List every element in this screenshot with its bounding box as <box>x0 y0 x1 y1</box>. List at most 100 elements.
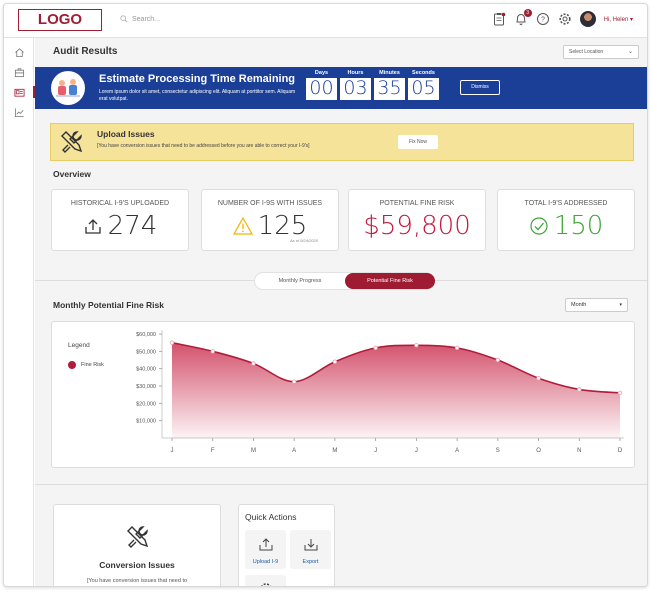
y-tick-label: $20,000 <box>136 401 156 407</box>
countdown-days: Days 00 <box>306 70 337 100</box>
countdown-minutes: Minutes 35 <box>374 70 405 100</box>
stat-label: POTENTIAL FINE RISK <box>379 200 455 207</box>
app-window: LOGO Search... 3 ? Hi, Helen ▾ <box>3 3 648 587</box>
upload-i9-label: Upload I-9 <box>252 559 279 565</box>
analytics-icon <box>14 107 24 117</box>
stat-value-row: 274 <box>52 211 188 241</box>
x-tick-label: D <box>618 448 623 454</box>
dismiss-button[interactable]: Dismiss <box>460 80 500 95</box>
stat-label: NUMBER OF I-9S WITH ISSUES <box>217 200 323 207</box>
stat-historical-uploaded: HISTORICAL I-9'S UPLOADED 274 <box>51 189 189 251</box>
stat-issues: NUMBER OF I-9S WITH ISSUES 125 As of 9/2… <box>201 189 339 251</box>
sidebar <box>4 38 35 586</box>
sidebar-item-audit[interactable] <box>4 82 35 102</box>
period-select-value: Month <box>571 302 587 308</box>
upload-icon <box>85 219 101 234</box>
top-bar: LOGO Search... 3 ? Hi, Helen ▾ <box>4 4 647 38</box>
svg-text:?: ? <box>541 17 545 24</box>
chevron-down-icon: ▾ <box>629 16 633 23</box>
stat-label: TOTAL I-9'S ADDRESSED <box>524 200 608 207</box>
overview-title: Overview <box>53 169 91 179</box>
clipboard-alert-icon[interactable] <box>492 12 506 26</box>
countdown-label: Days <box>314 70 329 76</box>
y-tick-label: $30,000 <box>136 384 156 390</box>
x-tick-label: J <box>415 448 418 454</box>
conversion-text: [You have conversion issues that need to <box>86 578 188 584</box>
warning-icon <box>232 216 253 235</box>
section-divider <box>35 484 647 485</box>
upload-issues-alert: Upload Issues [You have conversion issue… <box>50 123 634 161</box>
x-tick-label: O <box>536 448 541 454</box>
conversion-issues-card: Conversion Issues [You have conversion i… <box>53 504 221 586</box>
y-tick-label: $60,000 <box>136 332 156 338</box>
tab-monthly-progress[interactable]: Monthly Progress <box>278 278 322 284</box>
stat-value: 274 <box>107 211 158 241</box>
sidebar-item-analytics[interactable] <box>4 102 34 122</box>
help-icon[interactable]: ? <box>536 12 550 26</box>
avatar[interactable] <box>579 11 596 27</box>
stat-value-row: 150 <box>498 211 634 241</box>
stat-value: 125 <box>257 211 308 241</box>
data-point <box>210 349 215 354</box>
caret-down-icon: ▾ <box>619 302 622 308</box>
stat-value: $59,800 <box>363 211 471 241</box>
countdown-value: 00 <box>306 78 337 100</box>
fine-risk-chart: $10,000 $20,000 $30,000 $40,000 $50,000 $60,0… <box>136 330 624 454</box>
user-greeting: Hi, Helen <box>603 16 629 23</box>
bell-icon[interactable]: 3 <box>514 9 532 26</box>
x-tick-label: M <box>251 448 256 454</box>
search-icon <box>120 15 128 23</box>
tab-potential-fine-risk[interactable]: Potential Fine Risk <box>345 273 435 289</box>
alert-text: [You have conversion issues that need to… <box>97 143 310 149</box>
location-placeholder: Select Location <box>569 49 604 55</box>
data-point <box>373 345 378 351</box>
quick-actions-card: Quick Actions Upload I-9 Export <box>238 504 335 586</box>
data-point <box>536 376 541 381</box>
countdown-value: 03 <box>340 78 371 100</box>
location-select[interactable]: Select Location ⌄ <box>563 45 639 59</box>
x-tick-label: S <box>496 448 500 454</box>
countdown-value: 05 <box>408 78 439 100</box>
period-select[interactable]: Month ▾ <box>565 298 628 312</box>
fix-now-button[interactable]: Fix Now <box>398 135 438 149</box>
main-content: Audit Results Select Location ⌄ Estimate… <box>35 38 647 586</box>
quick-action-more[interactable] <box>245 575 286 586</box>
user-menu[interactable]: Hi, Helen ▾ <box>604 16 633 23</box>
chart-card: Legend Fine Risk $10,000 $20,000 $30,000 $4… <box>51 321 635 468</box>
conversion-title: Conversion Issues <box>99 560 175 570</box>
x-tick-label: F <box>211 448 215 454</box>
sidebar-item-cases[interactable] <box>4 62 34 82</box>
y-tick-label: $10,000 <box>136 419 156 425</box>
upload-i9-button[interactable]: Upload I-9 <box>245 530 286 569</box>
export-icon <box>304 539 317 551</box>
data-point <box>291 379 297 384</box>
data-point <box>251 361 256 366</box>
tools-icon <box>61 131 83 153</box>
data-point <box>495 357 501 363</box>
stat-as-of-date: As of 9/24/2020 <box>289 238 318 243</box>
export-label: Export <box>302 559 319 565</box>
countdown-seconds: Seconds 05 <box>408 70 439 100</box>
gear-icon[interactable] <box>558 12 572 26</box>
search-input[interactable]: Search... <box>132 15 161 23</box>
stat-value-row: $59,800 <box>349 211 485 241</box>
countdown-hours: Hours 03 <box>340 70 371 100</box>
page-title: Audit Results <box>53 46 118 57</box>
chevron-down-icon: ⌄ <box>627 49 633 55</box>
x-tick-label: M <box>332 448 337 454</box>
sidebar-item-home[interactable] <box>4 42 34 62</box>
alert-title: Upload Issues <box>97 129 155 139</box>
data-point <box>169 340 175 345</box>
stat-addressed: TOTAL I-9'S ADDRESSED 150 <box>497 189 635 251</box>
data-point <box>577 387 582 392</box>
logo[interactable]: LOGO <box>18 9 102 31</box>
countdown-label: Minutes <box>379 70 400 76</box>
legend-title: Legend <box>68 342 90 349</box>
search-bar[interactable]: Search... <box>120 15 160 23</box>
export-button[interactable]: Export <box>290 530 331 569</box>
data-point <box>454 345 460 351</box>
x-tick-label: A <box>455 448 459 454</box>
data-point <box>617 390 623 396</box>
processing-banner: Estimate Processing Time Remaining Lorem… <box>35 67 647 109</box>
banner-text: Lorem ipsum dolor sit amet, consectetur … <box>99 89 296 102</box>
